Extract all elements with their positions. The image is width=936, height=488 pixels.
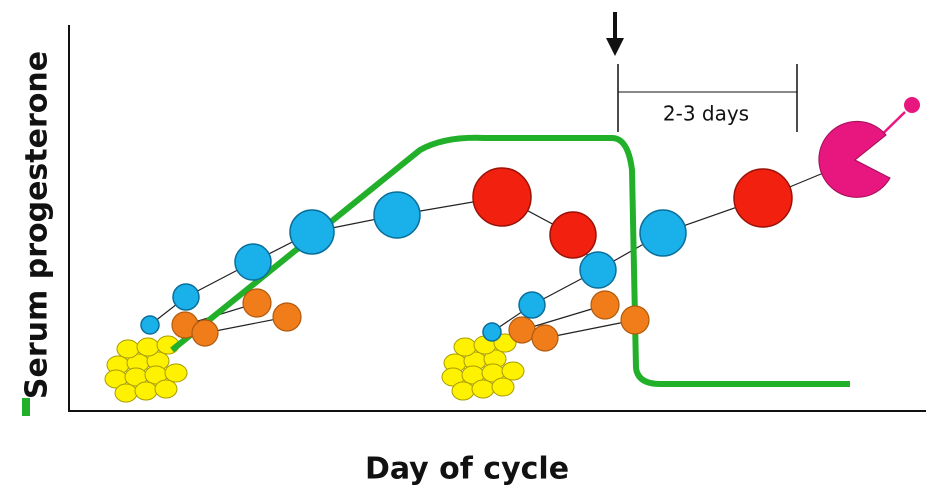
x-axis-label: Day of cycle <box>365 452 569 487</box>
page: Serum progesterone Day of cycle 2-3 days… <box>0 0 936 488</box>
dominant-follicle <box>734 169 792 227</box>
follicle <box>591 291 619 319</box>
granulosa-cell <box>137 338 159 356</box>
interval-label: 2-3 days <box>663 102 749 126</box>
follicle <box>580 252 616 288</box>
granulosa-cell <box>117 340 139 358</box>
granulosa-cell <box>472 380 494 398</box>
ovulating-follicle <box>819 121 890 197</box>
follicle <box>243 289 271 317</box>
follicle <box>640 210 686 256</box>
follicle <box>532 325 558 351</box>
follicle <box>235 244 271 280</box>
granulosa-cell <box>155 380 177 398</box>
y-axis-label: Serum progesterone <box>20 51 55 399</box>
arrow-head <box>606 38 624 56</box>
follicle <box>192 320 218 346</box>
follicle <box>519 292 545 318</box>
follicle <box>290 210 334 254</box>
granulosa-cell <box>502 362 524 380</box>
follicle <box>483 323 501 341</box>
follicle <box>173 284 199 310</box>
follicle <box>374 192 420 238</box>
dominant-follicle <box>550 212 596 258</box>
granulosa-cell <box>165 364 187 382</box>
follicle <box>621 306 649 334</box>
follicle <box>141 316 159 334</box>
granulosa-cell <box>492 378 514 396</box>
legend-swatch <box>22 398 30 416</box>
granulosa-cell <box>115 384 137 402</box>
granulosa-clusters <box>105 334 524 402</box>
follicle <box>273 303 301 331</box>
granulosa-cell <box>452 382 474 400</box>
diagram: Serum progesterone Day of cycle 2-3 days <box>0 0 936 488</box>
oocyte <box>904 97 920 113</box>
dominant-follicle <box>473 168 531 226</box>
granulosa-cell <box>454 338 476 356</box>
follicle <box>509 317 535 343</box>
granulosa-cell <box>135 382 157 400</box>
